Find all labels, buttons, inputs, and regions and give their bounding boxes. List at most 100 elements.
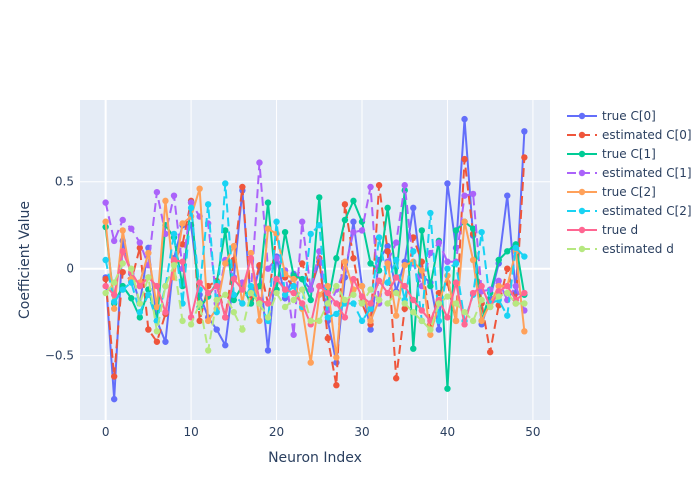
legend-item-estimated-d[interactable]: estimated d	[567, 242, 674, 256]
data-point	[324, 335, 332, 342]
legend[interactable]: true C[0] estimated C[0] true C[1] estimate…	[567, 109, 692, 256]
data-point	[213, 326, 220, 333]
data-point	[350, 291, 357, 298]
data-point	[102, 282, 109, 290]
x-tick-label: 0	[102, 425, 110, 439]
data-point	[298, 218, 306, 225]
data-point	[478, 317, 485, 325]
data-point	[316, 194, 323, 201]
data-point	[264, 225, 272, 232]
data-point	[179, 258, 186, 265]
data-point	[461, 218, 468, 225]
x-tick-label: 30	[354, 425, 369, 439]
data-point	[521, 128, 528, 135]
data-point	[504, 312, 511, 319]
x-axis-ticks: 0 10 20 30 40 50	[102, 425, 541, 439]
data-point	[213, 296, 220, 304]
data-point	[495, 288, 502, 295]
data-point	[350, 197, 357, 205]
data-point	[350, 218, 357, 225]
data-point	[486, 303, 494, 311]
data-point	[222, 342, 229, 349]
data-point	[119, 286, 126, 293]
data-point	[136, 282, 144, 290]
data-point	[341, 258, 349, 265]
data-point	[358, 293, 366, 300]
legend-item-estimated-c-2[interactable]: estimated C[2]	[567, 204, 692, 218]
data-point	[504, 192, 511, 199]
data-point	[145, 249, 152, 257]
legend-swatch-marker	[578, 245, 586, 253]
data-point	[102, 199, 109, 206]
data-point	[290, 289, 297, 297]
data-point	[350, 300, 357, 307]
legend-swatch-marker	[578, 112, 586, 120]
data-point	[307, 230, 314, 238]
data-point	[504, 289, 511, 297]
data-point	[418, 267, 426, 274]
data-point	[256, 300, 263, 307]
data-point	[350, 255, 357, 262]
data-point	[444, 314, 451, 321]
data-point	[316, 222, 323, 229]
data-point	[410, 296, 417, 304]
data-point	[256, 317, 263, 325]
data-point	[392, 274, 400, 281]
data-point	[119, 248, 126, 255]
legend-label: estimated C[1]	[602, 166, 692, 180]
data-point	[418, 227, 426, 234]
series-line	[104, 188, 526, 363]
legend-item-true-c-0[interactable]: true C[0]	[567, 109, 656, 123]
data-point	[392, 256, 400, 264]
data-point	[452, 279, 460, 286]
data-point	[341, 201, 349, 208]
data-point	[307, 286, 314, 293]
data-point	[452, 317, 460, 325]
data-point	[495, 293, 502, 300]
data-point	[375, 182, 383, 189]
data-point	[427, 249, 434, 257]
legend-item-estimated-c-1[interactable]: estimated C[1]	[567, 166, 692, 180]
legend-item-true-c-2[interactable]: true C[2]	[567, 185, 656, 199]
legend-item-estimated-c-0[interactable]: estimated C[0]	[567, 128, 692, 142]
x-tick-label: 10	[183, 425, 198, 439]
data-point	[264, 314, 272, 321]
data-point	[521, 289, 528, 297]
data-point	[401, 282, 408, 290]
data-point	[196, 300, 203, 307]
data-point	[128, 265, 135, 272]
data-point	[170, 262, 178, 269]
data-point	[128, 295, 135, 302]
data-point	[384, 279, 391, 286]
data-point	[213, 282, 220, 290]
legend-label: true C[1]	[602, 147, 656, 161]
data-point	[170, 256, 178, 264]
data-point	[187, 204, 195, 212]
data-point	[486, 348, 494, 356]
data-point	[512, 300, 520, 307]
data-point	[461, 115, 468, 123]
legend-item-true-c-1[interactable]: true C[1]	[567, 147, 656, 161]
traces	[102, 115, 528, 403]
y-axis-title: Coefficient Value	[17, 201, 33, 319]
data-point	[256, 159, 263, 166]
data-point	[145, 326, 152, 333]
data-point	[350, 228, 357, 236]
data-point	[110, 305, 118, 312]
legend-item-true-d[interactable]: true d	[567, 223, 638, 237]
data-point	[504, 265, 511, 272]
data-point	[469, 256, 477, 264]
data-point	[427, 282, 434, 290]
data-point	[170, 192, 178, 199]
data-point	[264, 199, 272, 206]
data-point	[119, 216, 126, 224]
data-point	[290, 331, 297, 338]
data-point	[410, 345, 417, 352]
data-point	[375, 296, 383, 304]
data-point	[110, 395, 118, 403]
data-point	[435, 326, 443, 333]
data-point	[341, 296, 349, 304]
data-point	[110, 298, 118, 305]
data-point	[469, 190, 477, 198]
data-point	[247, 255, 255, 262]
